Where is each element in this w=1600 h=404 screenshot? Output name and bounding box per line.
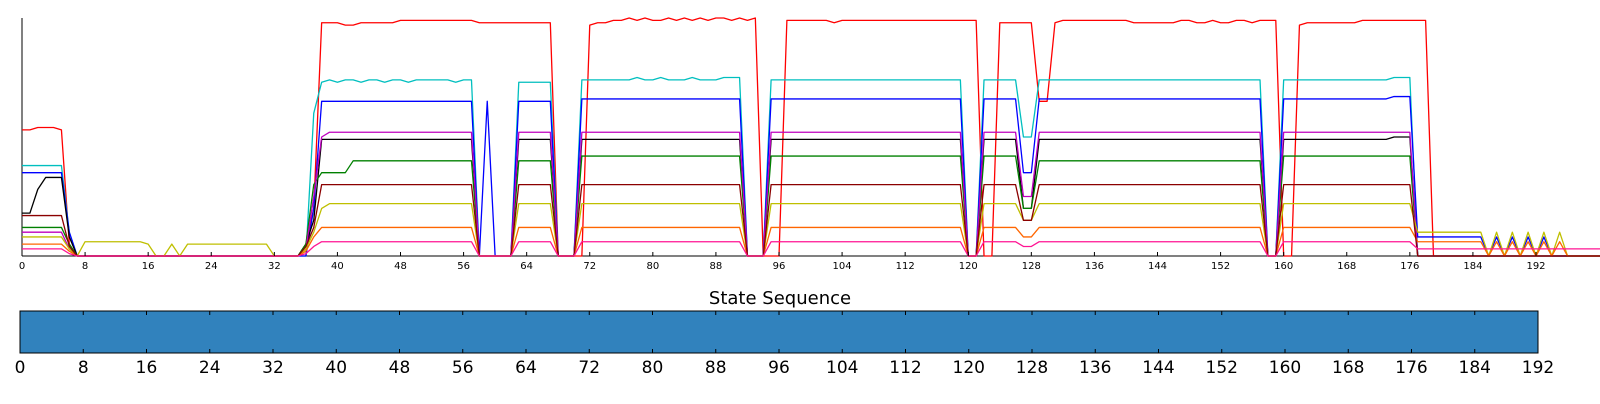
state-tick-label: 144 <box>1142 358 1174 378</box>
state-tick-label: 96 <box>768 358 790 378</box>
x-tick-label: 0 <box>19 261 25 272</box>
state-tick-label: 192 <box>1522 358 1554 378</box>
x-tick-label: 176 <box>1400 261 1419 272</box>
x-tick-label: 72 <box>583 261 596 272</box>
x-tick-label: 152 <box>1211 261 1230 272</box>
x-tick-label: 192 <box>1526 261 1545 272</box>
x-tick-label: 40 <box>331 261 344 272</box>
line-chart-axes <box>21 18 1536 257</box>
state-tick-label: 176 <box>1395 358 1427 378</box>
series-line-10 <box>22 241 1600 257</box>
x-tick-label: 112 <box>896 261 915 272</box>
series-line-9 <box>22 183 1600 257</box>
state-tick-label: 88 <box>705 358 727 378</box>
x-tick-label: 80 <box>646 261 659 272</box>
state-tick-label: 128 <box>1016 358 1048 378</box>
state-tick-label: 72 <box>578 358 600 378</box>
x-tick-label: 16 <box>142 261 155 272</box>
series-line-5 <box>22 155 1600 257</box>
state-sequence-title: State Sequence <box>709 288 851 309</box>
x-tick-label: 64 <box>520 261 533 272</box>
state-tick-label: 168 <box>1332 358 1364 378</box>
state-tick-label: 32 <box>262 358 284 378</box>
series-line-7 <box>22 202 1600 257</box>
state-sequence-bar-group <box>19 310 1539 354</box>
x-tick-label: 168 <box>1337 261 1356 272</box>
state-tick-label: 136 <box>1079 358 1111 378</box>
x-tick-label: 144 <box>1148 261 1167 272</box>
state-tick-label: 40 <box>325 358 347 378</box>
series-line-2 <box>22 76 1600 257</box>
x-tick-label: 8 <box>82 261 88 272</box>
state-tick-label: 8 <box>78 358 89 378</box>
state-tick-label: 104 <box>826 358 858 378</box>
x-tick-label: 88 <box>710 261 723 272</box>
series-line-3 <box>22 95 1600 257</box>
state-tick-label: 0 <box>15 358 26 378</box>
state-tick-label: 48 <box>389 358 411 378</box>
x-tick-label: 160 <box>1274 261 1293 272</box>
x-tick-label: 24 <box>205 261 218 272</box>
x-tick-label: 96 <box>773 261 786 272</box>
state-sequence-x-ticks: 0 8 16 24 32 40 48 56 64 72 80 88 96 104 112 120 128 136 1… <box>15 311 1554 378</box>
state-sequence-chart: State Sequence 0 8 16 24 32 40 48 56 64 72 80 88 96 1… <box>15 288 1555 378</box>
x-tick-label: 32 <box>268 261 281 272</box>
line-chart-x-ticks: 0 8 16 24 32 40 48 56 64 72 80 88 96 104 112 120 128 136 1… <box>19 252 1546 272</box>
line-chart-series <box>22 17 1600 257</box>
x-tick-label: 120 <box>959 261 978 272</box>
state-tick-label: 112 <box>889 358 921 378</box>
state-sequence-bar <box>19 310 1539 354</box>
state-tick-label: 160 <box>1269 358 1301 378</box>
state-tick-label: 16 <box>136 358 158 378</box>
series-line-4 <box>22 136 1600 257</box>
state-tick-label: 80 <box>642 358 664 378</box>
series-line-6 <box>22 131 1600 257</box>
x-tick-label: 128 <box>1022 261 1041 272</box>
x-tick-label: 184 <box>1463 261 1482 272</box>
state-tick-label: 64 <box>515 358 537 378</box>
x-tick-label: 48 <box>394 261 407 272</box>
x-tick-label: 56 <box>457 261 470 272</box>
state-tick-label: 56 <box>452 358 474 378</box>
x-tick-label: 104 <box>833 261 852 272</box>
state-tick-label: 24 <box>199 358 221 378</box>
x-tick-label: 136 <box>1085 261 1104 272</box>
state-tick-label: 184 <box>1459 358 1491 378</box>
state-tick-label: 152 <box>1206 358 1238 378</box>
line-chart: 0 8 16 24 32 40 48 56 64 72 80 88 96 104 112 120 128 136 1… <box>19 17 1600 272</box>
series-line-1 <box>22 17 1600 257</box>
state-tick-label: 120 <box>953 358 985 378</box>
